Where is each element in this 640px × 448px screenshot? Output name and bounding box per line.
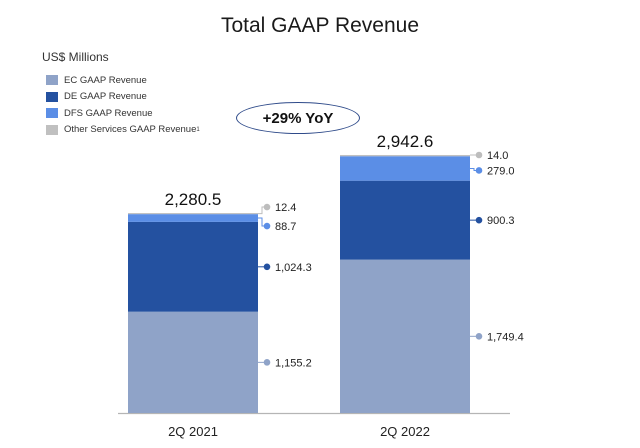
yoy-annotation: +29% YoY bbox=[236, 102, 360, 134]
data-label-dfs-gaap-revenue-2q-2021: 88.7 bbox=[275, 221, 296, 233]
callout-dot-dfs-gaap-revenue-2q-2022 bbox=[475, 167, 483, 174]
footnote-marker: 1 bbox=[196, 126, 200, 133]
bar-segment-ec-gaap-revenue-2q-2021 bbox=[128, 311, 258, 413]
data-label-other-services-gaap-revenue-2q-2021: 12.4 bbox=[275, 202, 296, 214]
total-label-2q-2021: 2,280.5 bbox=[165, 190, 222, 209]
data-label-de-gaap-revenue-2q-2021: 1,024.3 bbox=[275, 262, 312, 274]
x-tick-label-2q-2021: 2Q 2021 bbox=[168, 424, 218, 439]
bar-segment-ec-gaap-revenue-2q-2022 bbox=[340, 259, 470, 413]
legend-label-de: DE GAAP Revenue bbox=[64, 91, 147, 103]
bar-segment-de-gaap-revenue-2q-2021 bbox=[128, 221, 258, 312]
data-label-ec-gaap-revenue-2q-2022: 1,749.4 bbox=[487, 331, 524, 343]
legend-item-dfs: DFS GAAP Revenue bbox=[46, 105, 200, 122]
x-tick-label-2q-2022: 2Q 2022 bbox=[380, 424, 430, 439]
callout-dot-ec-gaap-revenue-2q-2022 bbox=[475, 333, 483, 340]
legend-label-other: Other Services GAAP Revenue bbox=[64, 124, 197, 136]
bar-segment-de-gaap-revenue-2q-2022 bbox=[340, 180, 470, 260]
legend-label-ec: EC GAAP Revenue bbox=[64, 74, 147, 86]
legend-label-dfs: DFS GAAP Revenue bbox=[64, 107, 153, 119]
legend-item-other: Other Services GAAP Revenue 1 bbox=[46, 122, 200, 139]
chart-title: Total GAAP Revenue bbox=[220, 14, 420, 37]
callout-dot-de-gaap-revenue-2q-2021 bbox=[263, 263, 271, 271]
callout-dot-other-services-gaap-revenue-2q-2021 bbox=[263, 203, 271, 211]
bar-segment-dfs-gaap-revenue-2q-2021 bbox=[128, 214, 258, 222]
legend-item-de: DE GAAP Revenue bbox=[46, 89, 200, 106]
total-label-2q-2022: 2,942.6 bbox=[377, 132, 434, 151]
legend-item-ec: EC GAAP Revenue bbox=[46, 72, 200, 89]
legend-swatch-de bbox=[46, 91, 58, 102]
bar-segment-other-services-gaap-revenue-2q-2022 bbox=[340, 154, 470, 157]
data-label-ec-gaap-revenue-2q-2021: 1,155.2 bbox=[275, 357, 312, 369]
data-label-de-gaap-revenue-2q-2022: 900.3 bbox=[487, 215, 515, 227]
bar-segment-other-services-gaap-revenue-2q-2021 bbox=[128, 213, 258, 215]
callout-dot-ec-gaap-revenue-2q-2021 bbox=[263, 359, 271, 366]
legend-swatch-other bbox=[46, 124, 58, 135]
legend-swatch-dfs bbox=[46, 108, 58, 119]
data-label-dfs-gaap-revenue-2q-2022: 279.0 bbox=[487, 165, 515, 177]
legend: EC GAAP Revenue DE GAAP Revenue DFS GAAP… bbox=[46, 72, 200, 138]
data-label-other-services-gaap-revenue-2q-2022: 14.0 bbox=[487, 150, 508, 162]
units-label: US$ Millions bbox=[42, 50, 109, 64]
callout-dot-other-services-gaap-revenue-2q-2022 bbox=[475, 151, 483, 159]
callout-dot-de-gaap-revenue-2q-2022 bbox=[475, 216, 483, 224]
callout-dot-dfs-gaap-revenue-2q-2021 bbox=[263, 222, 271, 230]
legend-swatch-ec bbox=[46, 75, 58, 86]
bar-segment-dfs-gaap-revenue-2q-2022 bbox=[340, 156, 470, 181]
